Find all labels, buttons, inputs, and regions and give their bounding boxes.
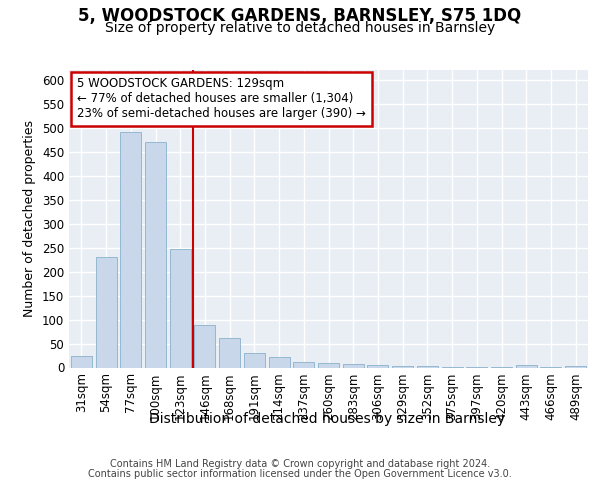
- Bar: [95, 257, 116, 368]
- Bar: [194, 326, 215, 368]
- Y-axis label: Number of detached properties: Number of detached properties: [23, 120, 37, 318]
- Bar: [516, 364, 537, 368]
- Bar: [269, 357, 290, 368]
- Text: Contains public sector information licensed under the Open Government Licence v3: Contains public sector information licen…: [88, 469, 512, 479]
- Text: Contains HM Land Registry data © Crown copyright and database right 2024.: Contains HM Land Registry data © Crown c…: [110, 459, 490, 469]
- Bar: [442, 366, 463, 368]
- Bar: [145, 142, 166, 368]
- Bar: [343, 364, 364, 368]
- Text: 5, WOODSTOCK GARDENS, BARNSLEY, S75 1DQ: 5, WOODSTOCK GARDENS, BARNSLEY, S75 1DQ: [79, 8, 521, 26]
- Text: Size of property relative to detached houses in Barnsley: Size of property relative to detached ho…: [105, 21, 495, 35]
- Bar: [71, 356, 92, 368]
- Bar: [120, 132, 141, 368]
- Bar: [565, 366, 586, 368]
- Bar: [318, 362, 339, 368]
- Bar: [367, 365, 388, 368]
- Bar: [219, 338, 240, 368]
- Text: Distribution of detached houses by size in Barnsley: Distribution of detached houses by size …: [149, 412, 505, 426]
- Bar: [392, 366, 413, 368]
- Bar: [170, 248, 191, 368]
- Bar: [293, 362, 314, 368]
- Text: 5 WOODSTOCK GARDENS: 129sqm
← 77% of detached houses are smaller (1,304)
23% of : 5 WOODSTOCK GARDENS: 129sqm ← 77% of det…: [77, 78, 365, 120]
- Bar: [417, 366, 438, 368]
- Bar: [244, 353, 265, 368]
